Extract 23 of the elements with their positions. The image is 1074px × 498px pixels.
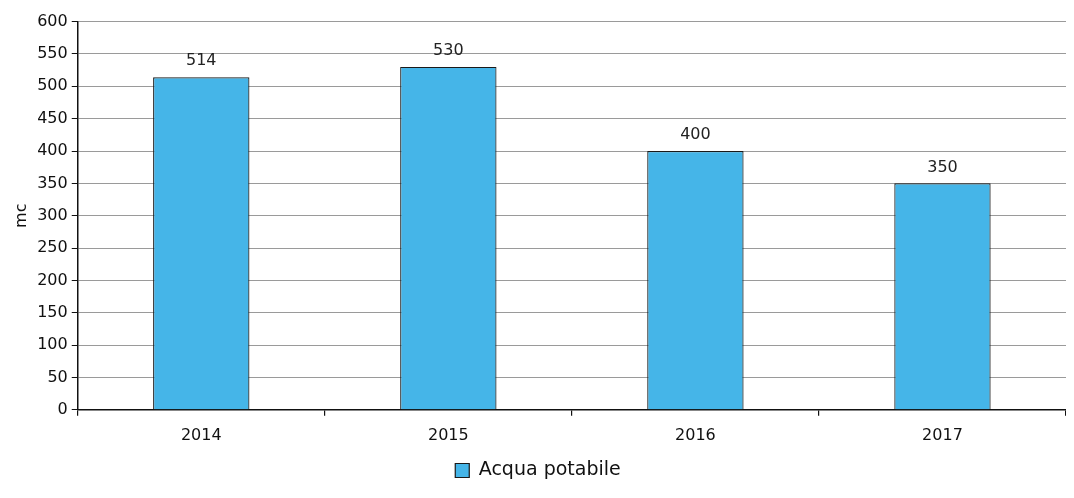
x-tick-label: 2017 bbox=[922, 424, 963, 444]
data-label: 350 bbox=[927, 156, 958, 176]
y-tick-label: 450 bbox=[37, 107, 68, 127]
y-tick-label: 550 bbox=[37, 43, 68, 63]
x-tick-label: 2014 bbox=[180, 424, 222, 444]
y-tick-label: 0 bbox=[57, 398, 68, 418]
data-label: 514 bbox=[186, 50, 217, 70]
y-tick-label: 600 bbox=[37, 10, 68, 30]
data-label: 530 bbox=[433, 40, 464, 60]
data-label: 400 bbox=[680, 124, 711, 144]
y-tick-label: 300 bbox=[37, 204, 68, 224]
y-tick-label: 350 bbox=[37, 172, 68, 192]
y-tick-label: 150 bbox=[37, 301, 68, 321]
y-tick-label: 100 bbox=[37, 334, 68, 354]
x-tick-label: 2015 bbox=[427, 424, 469, 444]
y-tick-label: 250 bbox=[37, 237, 68, 257]
y-tick-label: 400 bbox=[37, 140, 68, 160]
y-tick-label: 500 bbox=[37, 75, 68, 95]
legend-label: Acqua potabile bbox=[478, 457, 621, 480]
y-tick-label: 200 bbox=[37, 269, 68, 289]
x-tick-label: 2016 bbox=[675, 424, 716, 444]
y-tick-label: 50 bbox=[47, 366, 68, 386]
y-axis-title: mc bbox=[10, 203, 30, 228]
